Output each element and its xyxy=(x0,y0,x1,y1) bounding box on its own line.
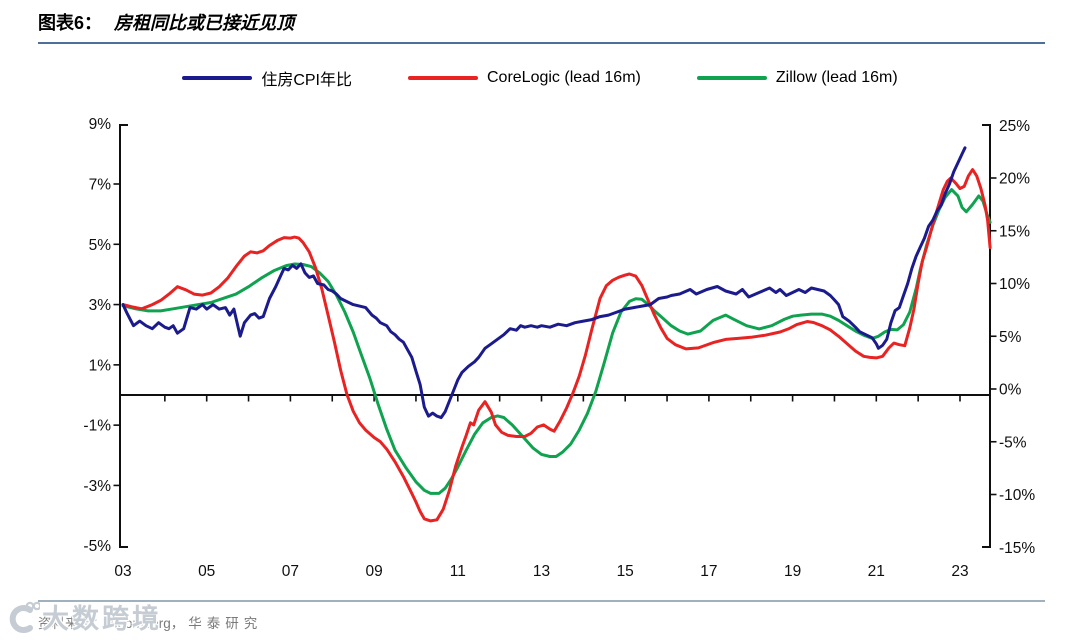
right-axis-label: 25% xyxy=(999,118,1030,135)
source-line: 资料来源：Bloomberg， 华泰研究 xyxy=(38,600,1045,632)
left-axis-label: -1% xyxy=(83,418,111,435)
zillow-line-swatch xyxy=(696,76,767,80)
left-axis-label: -5% xyxy=(83,538,111,555)
x-axis-year-label: 15 xyxy=(617,563,634,580)
right-axis-label: 20% xyxy=(999,171,1030,188)
x-axis-year-label: 05 xyxy=(198,563,215,580)
legend-label-cpi: 住房CPI年比 xyxy=(261,72,352,89)
x-axis-year-label: 13 xyxy=(533,563,550,580)
x-axis-year-label: 23 xyxy=(951,563,968,580)
x-axis-year-label: 07 xyxy=(282,563,299,580)
right-axis-label: 10% xyxy=(999,276,1030,293)
right-axis-line xyxy=(982,124,991,548)
legend-label-corelogic: CoreLogic (lead 16m) xyxy=(487,69,641,86)
left-axis-label: 1% xyxy=(89,357,112,374)
left-axis-line xyxy=(119,124,128,548)
watermark-text: 大数跨境 xyxy=(42,604,162,634)
x-axis-year-label: 19 xyxy=(784,563,801,580)
legend: 住房CPI年比 CoreLogic (lead 16m) Zillow (lea… xyxy=(0,66,1080,90)
watermark: 大数跨境 xyxy=(6,597,162,636)
right-axis-label: 5% xyxy=(999,329,1022,346)
right-axis-label: -5% xyxy=(999,434,1027,451)
series-line-2 xyxy=(121,146,967,420)
x-axis-year-label: 11 xyxy=(450,563,466,580)
watermark-logo-icon xyxy=(9,601,40,633)
corelogic-line-swatch xyxy=(408,76,478,80)
chart-title-prefix: 图表6： xyxy=(38,13,103,33)
legend-item-corelogic: CoreLogic (lead 16m) xyxy=(408,69,641,87)
x-axis-year-label: 21 xyxy=(868,563,885,580)
x-axis-year-label: 09 xyxy=(365,563,382,580)
x-axis-year-label: 17 xyxy=(700,563,717,580)
series-line-1 xyxy=(121,168,992,523)
right-axis-label: -15% xyxy=(999,540,1035,557)
x-axis-year-label: 03 xyxy=(114,563,131,580)
left-axis-label: 7% xyxy=(89,176,112,193)
left-axis-label: 9% xyxy=(89,116,112,133)
right-axis-label: 15% xyxy=(999,223,1030,240)
right-axis-label: 0% xyxy=(999,382,1022,399)
right-axis-label: -10% xyxy=(999,487,1035,504)
chart-title: 图表6： 房租同比或已接近见顶 xyxy=(38,9,1045,44)
chart-title-text: 房租同比或已接近见顶 xyxy=(114,13,295,33)
legend-label-zillow: Zillow (lead 16m) xyxy=(775,69,898,86)
left-axis-label: 3% xyxy=(89,297,112,314)
legend-item-zillow: Zillow (lead 16m) xyxy=(696,69,898,87)
left-axis-label: 5% xyxy=(89,237,112,254)
left-axis-label: -3% xyxy=(83,478,111,495)
source-agency: 华泰研究 xyxy=(188,616,263,631)
source-text: 资料来源：Bloomberg， xyxy=(38,616,185,631)
legend-item-cpi: 住房CPI年比 xyxy=(182,66,352,90)
cpi-line-swatch xyxy=(182,76,253,80)
series-line-0 xyxy=(121,188,992,495)
